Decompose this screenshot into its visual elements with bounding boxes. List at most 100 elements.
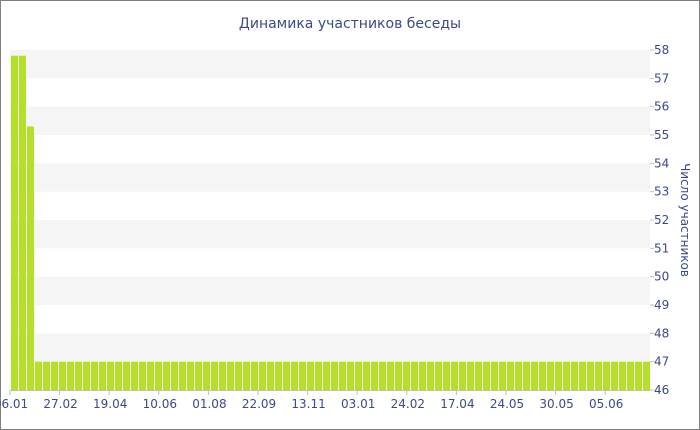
bar: [299, 361, 306, 390]
bar: [467, 361, 474, 390]
bar: [59, 361, 66, 390]
bar: [579, 361, 586, 390]
bar: [339, 361, 346, 390]
bar: [91, 361, 98, 390]
x-tick-label: 22.09: [242, 397, 276, 411]
grid-band: [10, 163, 650, 192]
x-tick-label: 24.02: [391, 397, 425, 411]
bar: [11, 55, 18, 391]
x-tick-label: 10.06: [143, 397, 177, 411]
grid-band: [10, 78, 650, 107]
bar: [99, 361, 106, 390]
bar: [131, 361, 138, 390]
bar: [139, 361, 146, 390]
x-tick-label: 03.01: [341, 397, 375, 411]
bar: [51, 361, 58, 390]
bar: [123, 361, 130, 390]
bar: [603, 361, 610, 390]
bar: [27, 126, 34, 390]
grid-band: [10, 50, 650, 79]
bar: [19, 55, 26, 391]
bar: [43, 361, 50, 390]
bar: [635, 361, 642, 390]
grid-band: [10, 276, 650, 305]
bar: [347, 361, 354, 390]
bar: [187, 361, 194, 390]
grid-band: [10, 305, 650, 334]
bar: [171, 361, 178, 390]
bar: [363, 361, 370, 390]
bar: [251, 361, 258, 390]
bar: [291, 361, 298, 390]
bar: [275, 361, 282, 390]
bar: [331, 361, 338, 390]
y-tick-label: 56: [654, 100, 669, 114]
bar: [451, 361, 458, 390]
bar: [147, 361, 154, 390]
bar: [83, 361, 90, 390]
x-axis-ticks: 06.01 27.02 19.04 10.06 01.08 22.09 13.11 03.01…: [0, 390, 623, 411]
bar: [155, 361, 162, 390]
bar: [115, 361, 122, 390]
bar: [283, 361, 290, 390]
y-tick-label: 51: [654, 241, 669, 255]
bar: [243, 361, 250, 390]
bar: [443, 361, 450, 390]
grid-band: [10, 106, 650, 135]
bar: [315, 361, 322, 390]
y-tick-label: 57: [654, 71, 669, 85]
bar: [35, 361, 42, 390]
bar: [531, 361, 538, 390]
bar: [419, 361, 426, 390]
x-tick-label: 30.05: [539, 397, 573, 411]
bar: [307, 361, 314, 390]
bar: [411, 361, 418, 390]
x-tick-label: 17.04: [440, 397, 474, 411]
bar: [515, 361, 522, 390]
y-tick-label: 53: [654, 185, 669, 199]
bar: [395, 361, 402, 390]
bar: [379, 361, 386, 390]
bar: [355, 361, 362, 390]
bar: [507, 361, 514, 390]
bar: [619, 361, 626, 390]
bar: [323, 361, 330, 390]
y-tick-label: 55: [654, 128, 669, 142]
bar: [179, 361, 186, 390]
y-tick-label: 50: [654, 270, 669, 284]
bar: [539, 361, 546, 390]
y-tick-label: 52: [654, 213, 669, 227]
grid-bands: [10, 50, 650, 390]
y-tick-label: 58: [654, 43, 669, 57]
x-tick-label: 13.11: [291, 397, 325, 411]
bar: [227, 361, 234, 390]
bar: [627, 361, 634, 390]
bar: [211, 361, 218, 390]
bar: [571, 361, 578, 390]
y-axis-ticks: 46 47 48 49 50 51 52 53 54 55 56 57 58: [650, 43, 669, 397]
bar: [259, 361, 266, 390]
bar: [163, 361, 170, 390]
bar: [235, 361, 242, 390]
bar: [587, 361, 594, 390]
bar: [75, 361, 82, 390]
grid-band: [10, 135, 650, 164]
bar: [643, 361, 650, 390]
bar: [267, 361, 274, 390]
x-tick-label: 01.08: [192, 397, 226, 411]
bar: [67, 361, 74, 390]
bar: [491, 361, 498, 390]
x-tick-label: 24.05: [490, 397, 524, 411]
bar: [547, 361, 554, 390]
grid-band: [10, 191, 650, 220]
bar: [611, 361, 618, 390]
y-axis-label: Число участников: [678, 163, 692, 277]
bar: [435, 361, 442, 390]
bar: [483, 361, 490, 390]
y-tick-label: 46: [654, 383, 669, 397]
bar: [499, 361, 506, 390]
bar: [219, 361, 226, 390]
grid-band: [10, 220, 650, 249]
bar: [459, 361, 466, 390]
